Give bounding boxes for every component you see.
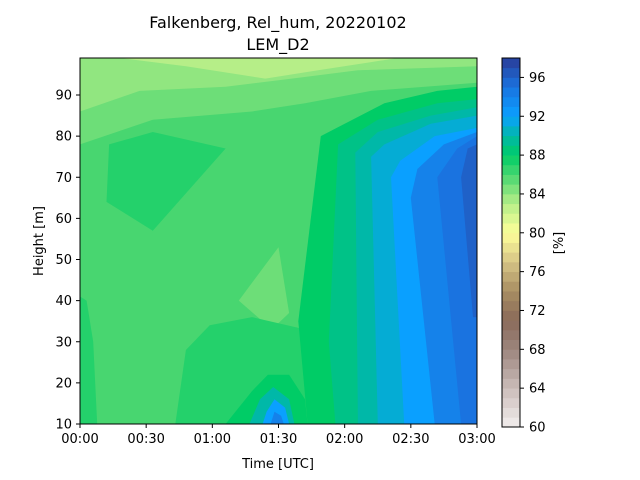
x-axis-label: Time [UTC] — [241, 457, 314, 472]
colorbar-band — [502, 261, 520, 273]
colorbar-band — [502, 349, 520, 360]
colorbar-band — [502, 320, 520, 331]
y-tick-label: 10 — [55, 418, 72, 433]
colorbar-band — [502, 388, 520, 399]
y-tick-label: 70 — [55, 171, 72, 186]
x-tick-label: 01:00 — [194, 432, 231, 447]
x-tick-label: 03:00 — [458, 432, 495, 447]
contour-bottom-moist-92 — [262, 399, 290, 424]
colorbar-band — [502, 329, 520, 340]
chart-title-line2: LEM_D2 — [246, 35, 309, 55]
colorbar-band — [502, 368, 520, 379]
chart-title-line1: Falkenberg, Rel_hum, 20220102 — [149, 13, 406, 33]
colorbar-axis: 60 64 68 72 76 80 84 88 92 96 — [520, 71, 546, 436]
colorbar-band — [502, 223, 520, 234]
colorbar-tick-label: 76 — [529, 265, 546, 280]
colorbar-band — [502, 125, 520, 137]
y-tick-label: 30 — [55, 335, 72, 350]
x-tick-label: 02:00 — [326, 432, 363, 447]
colorbar-band — [502, 281, 520, 292]
colorbar-tick-label: 68 — [529, 343, 546, 358]
colorbar-band — [502, 87, 520, 98]
y-tick-label: 20 — [55, 376, 72, 391]
colorbar-tick-label: 92 — [529, 110, 546, 125]
contour-left-edge-strip — [80, 296, 98, 424]
colorbar — [502, 58, 520, 428]
colorbar-band — [502, 397, 520, 408]
colorbar-band — [502, 232, 520, 243]
colorbar-band — [502, 252, 520, 263]
contour-bottom-moist-94 — [270, 411, 284, 424]
y-tick-label: 90 — [55, 89, 72, 104]
colorbar-band — [502, 407, 520, 418]
colorbar-band — [502, 193, 520, 205]
colorbar-band — [502, 58, 520, 69]
x-tick-label: 00:30 — [127, 432, 164, 447]
colorbar-band — [502, 106, 520, 117]
colorbar-band — [502, 271, 520, 282]
y-tick-label: 50 — [55, 253, 72, 268]
colorbar-label: [%] — [552, 232, 567, 255]
y-tick-label: 60 — [55, 212, 72, 227]
contour-top-band-2 — [80, 58, 477, 112]
colorbar-band — [502, 96, 520, 107]
contour-center-spot — [238, 247, 290, 330]
colorbar-band — [502, 378, 520, 389]
x-tick-label: 02:30 — [392, 432, 429, 447]
contour-top-band-3 — [119, 58, 398, 79]
y-tick-label: 40 — [55, 294, 72, 309]
x-tick-label: 00:00 — [61, 432, 98, 447]
contour-left-blob — [106, 132, 226, 231]
colorbar-tick-label: 64 — [529, 382, 546, 397]
colorbar-band — [502, 300, 520, 311]
colorbar-band — [502, 67, 520, 78]
colorbar-band — [502, 339, 520, 350]
colorbar-band — [502, 291, 520, 302]
colorbar-band — [502, 184, 520, 195]
colorbar-band — [502, 417, 520, 428]
colorbar-tick-label: 84 — [529, 187, 546, 202]
contour-right-wedge-96 — [461, 144, 477, 318]
colorbar-tick-label: 60 — [529, 421, 546, 436]
x-tick-label: 01:30 — [260, 432, 297, 447]
colorbar-frame — [501, 57, 521, 428]
y-axis-label: Height [m] — [32, 206, 47, 276]
colorbar-band — [502, 145, 520, 156]
y-axis: 10 20 30 40 50 60 70 80 90 — [55, 89, 80, 433]
colorbar-band — [502, 116, 520, 127]
colorbar-band — [502, 213, 520, 224]
colorbar-band — [502, 310, 520, 321]
colorbar-tick-label: 72 — [529, 304, 546, 319]
contour-fill — [80, 58, 477, 424]
colorbar-tick-label: 88 — [529, 149, 546, 164]
colorbar-band — [502, 359, 520, 370]
colorbar-band — [502, 77, 520, 88]
colorbar-band — [502, 164, 520, 175]
colorbar-band — [502, 155, 520, 166]
colorbar-band — [502, 135, 520, 146]
colorbar-band — [502, 174, 520, 185]
colorbar-band — [502, 203, 520, 214]
y-tick-label: 80 — [55, 130, 72, 145]
x-axis: 00:00 00:30 01:00 01:30 02:00 02:30 03:00 — [61, 424, 496, 447]
colorbar-band — [502, 242, 520, 253]
colorbar-tick-label: 80 — [529, 226, 546, 241]
colorbar-tick-label: 96 — [529, 71, 546, 86]
